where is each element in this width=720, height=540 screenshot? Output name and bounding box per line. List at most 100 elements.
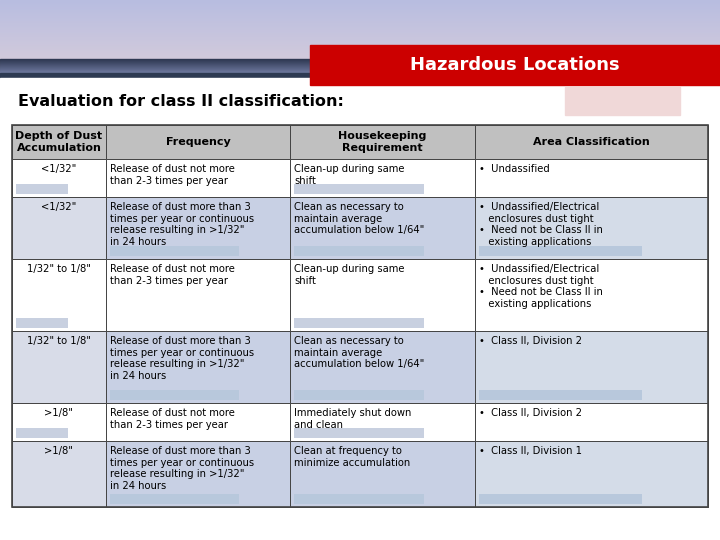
Bar bbox=[294, 494, 423, 504]
Bar bbox=[0, 49, 720, 50]
Bar bbox=[0, 24, 720, 25]
Bar bbox=[0, 16, 720, 17]
Bar bbox=[0, 11, 720, 12]
Bar bbox=[0, 62, 720, 63]
Bar bbox=[12, 125, 106, 159]
Bar bbox=[12, 159, 106, 197]
Bar bbox=[294, 184, 423, 194]
Text: Hazardous Locations: Hazardous Locations bbox=[410, 56, 620, 74]
Bar bbox=[0, 46, 720, 47]
Text: >1/8": >1/8" bbox=[45, 408, 73, 418]
Bar bbox=[0, 45, 720, 46]
Bar bbox=[0, 40, 720, 41]
Text: Immediately shut down
and clean: Immediately shut down and clean bbox=[294, 408, 412, 430]
Bar bbox=[290, 441, 475, 507]
Bar bbox=[0, 29, 720, 30]
Bar bbox=[0, 59, 720, 60]
Bar bbox=[0, 47, 720, 48]
Bar bbox=[0, 9, 720, 10]
Bar bbox=[0, 67, 720, 68]
Bar bbox=[0, 30, 720, 31]
Bar bbox=[0, 3, 720, 4]
Bar bbox=[0, 13, 720, 14]
Text: <1/32": <1/32" bbox=[41, 164, 76, 174]
Bar bbox=[0, 7, 720, 8]
Bar bbox=[0, 25, 720, 26]
Bar bbox=[0, 48, 720, 49]
Bar bbox=[106, 403, 290, 441]
Bar bbox=[0, 71, 720, 72]
Bar bbox=[106, 331, 290, 403]
Bar bbox=[0, 68, 720, 69]
Bar bbox=[0, 37, 720, 38]
Bar bbox=[0, 23, 720, 24]
Bar bbox=[290, 197, 475, 259]
Bar bbox=[0, 32, 720, 33]
Bar bbox=[0, 73, 720, 74]
Bar bbox=[294, 318, 423, 328]
Text: •  Class II, Division 1: • Class II, Division 1 bbox=[479, 446, 582, 456]
Bar bbox=[479, 494, 642, 504]
Bar bbox=[12, 197, 106, 259]
Bar bbox=[0, 2, 720, 3]
Bar bbox=[16, 184, 68, 194]
Bar bbox=[290, 259, 475, 331]
Bar bbox=[0, 50, 720, 51]
Text: Release of dust not more
than 2-3 times per year: Release of dust not more than 2-3 times … bbox=[110, 164, 235, 186]
Bar bbox=[0, 36, 720, 37]
Bar bbox=[110, 494, 239, 504]
Bar bbox=[0, 74, 720, 75]
Bar bbox=[0, 63, 720, 64]
Bar bbox=[0, 28, 720, 29]
Bar bbox=[475, 159, 708, 197]
Bar bbox=[12, 441, 106, 507]
Bar bbox=[0, 8, 720, 9]
Bar bbox=[475, 441, 708, 507]
Bar bbox=[294, 390, 423, 400]
Bar bbox=[0, 76, 720, 77]
Bar bbox=[0, 34, 720, 35]
Bar bbox=[0, 22, 720, 23]
Bar bbox=[0, 1, 720, 2]
Text: •  Class II, Division 2: • Class II, Division 2 bbox=[479, 336, 582, 346]
Bar bbox=[12, 403, 106, 441]
Text: Release of dust not more
than 2-3 times per year: Release of dust not more than 2-3 times … bbox=[110, 408, 235, 430]
Bar bbox=[0, 31, 720, 32]
Bar bbox=[0, 12, 720, 13]
Bar bbox=[106, 197, 290, 259]
Bar bbox=[479, 390, 642, 400]
Bar bbox=[0, 69, 720, 70]
Bar bbox=[0, 51, 720, 52]
Bar bbox=[290, 331, 475, 403]
Text: Clean as necessary to
maintain average
accumulation below 1/64": Clean as necessary to maintain average a… bbox=[294, 202, 425, 235]
Bar bbox=[475, 331, 708, 403]
Text: Release of dust more than 3
times per year or continuous
release resulting in >1: Release of dust more than 3 times per ye… bbox=[110, 202, 254, 247]
Bar bbox=[12, 125, 708, 507]
Bar bbox=[0, 21, 720, 22]
Bar bbox=[0, 41, 720, 42]
Bar bbox=[0, 54, 720, 55]
Bar bbox=[290, 159, 475, 197]
Bar bbox=[16, 318, 68, 328]
Bar bbox=[12, 259, 106, 331]
Bar bbox=[0, 33, 720, 34]
Text: Release of dust more than 3
times per year or continuous
release resulting in >1: Release of dust more than 3 times per ye… bbox=[110, 336, 254, 381]
Text: Frequency: Frequency bbox=[166, 137, 230, 147]
Bar bbox=[0, 66, 720, 67]
Bar bbox=[0, 14, 720, 15]
Bar bbox=[110, 390, 239, 400]
Bar bbox=[0, 17, 720, 18]
Bar bbox=[0, 58, 720, 59]
Bar bbox=[0, 72, 720, 73]
Bar bbox=[475, 403, 708, 441]
Bar bbox=[0, 44, 720, 45]
Text: Depth of Dust
Accumulation: Depth of Dust Accumulation bbox=[15, 131, 102, 153]
Text: Clean as necessary to
maintain average
accumulation below 1/64": Clean as necessary to maintain average a… bbox=[294, 336, 425, 369]
Bar bbox=[0, 4, 720, 5]
Bar bbox=[0, 55, 720, 56]
Bar bbox=[0, 52, 720, 53]
Bar bbox=[0, 61, 720, 62]
Text: •  Undassified: • Undassified bbox=[479, 164, 549, 174]
Bar bbox=[0, 0, 720, 1]
Bar bbox=[0, 35, 720, 36]
